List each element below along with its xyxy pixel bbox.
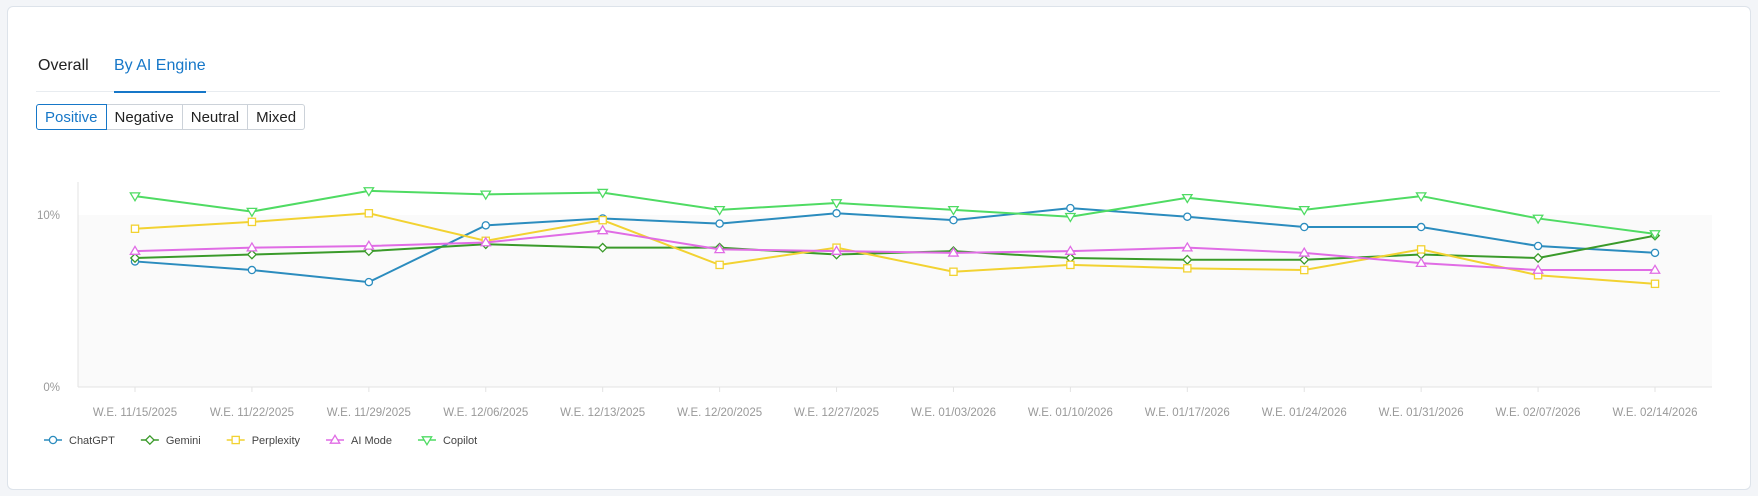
x-tick-label: W.E. 11/15/2025 xyxy=(93,407,177,419)
data-point-chatgpt xyxy=(481,221,491,230)
x-tick-label: W.E. 12/27/2025 xyxy=(794,407,879,419)
x-tick-label: W.E. 01/17/2026 xyxy=(1145,407,1230,419)
data-point-gemini xyxy=(1532,252,1544,264)
x-tick-label: W.E. 02/14/2026 xyxy=(1612,407,1697,419)
data-point-ai-mode xyxy=(713,243,726,254)
legend-marker-gemini xyxy=(144,434,155,446)
data-point-perplexity xyxy=(949,267,958,277)
x-tick-label: W.E. 01/24/2026 xyxy=(1262,407,1347,419)
data-point-copilot xyxy=(246,207,258,218)
x-tick-label: W.E. 12/06/2025 xyxy=(443,407,528,419)
view-tabs: Overall By AI Engine xyxy=(36,43,1720,93)
data-point-ai-mode xyxy=(129,245,141,255)
x-tick-label: W.E. 11/22/2025 xyxy=(210,407,294,419)
legend-marker-copilot xyxy=(421,436,433,446)
data-point-ai-mode xyxy=(479,236,492,247)
data-point-copilot xyxy=(1181,193,1194,204)
legend-marker-chatgpt xyxy=(48,435,58,445)
series-line-ai-mode xyxy=(134,229,1655,272)
legend-label-perplexity: Perplexity xyxy=(252,435,301,447)
data-point-gemini xyxy=(597,242,608,253)
tab-overall[interactable]: Overall xyxy=(38,57,89,74)
data-point-ai-mode xyxy=(596,224,609,235)
data-point-ai-mode xyxy=(1064,245,1077,255)
data-point-perplexity xyxy=(1066,260,1075,270)
data-point-copilot xyxy=(1415,192,1427,203)
sentiment-toggle: Positive Negative Neutral Mixed xyxy=(36,104,306,130)
data-point-gemini xyxy=(246,249,258,260)
data-point-copilot xyxy=(1064,212,1077,223)
data-point-copilot xyxy=(1298,205,1311,216)
series-line-perplexity xyxy=(134,212,1656,285)
neutral-button[interactable]: Neutral xyxy=(181,104,249,130)
legend-label-gemini: Gemini xyxy=(166,435,201,447)
x-tick-label: W.E. 01/31/2026 xyxy=(1379,407,1464,419)
data-point-chatgpt xyxy=(1183,212,1192,221)
plot-band xyxy=(78,215,1712,387)
series-line-copilot xyxy=(134,189,1656,235)
data-point-chatgpt xyxy=(1416,222,1426,232)
data-point-perplexity xyxy=(364,209,374,218)
x-tick-label: W.E. 11/29/2025 xyxy=(327,407,411,419)
data-point-perplexity xyxy=(130,224,140,234)
legend-label-ai-mode: AI Mode xyxy=(351,435,392,447)
data-point-perplexity xyxy=(1183,264,1192,273)
data-point-ai-mode xyxy=(246,241,258,252)
data-point-ai-mode xyxy=(1415,257,1427,268)
data-point-chatgpt xyxy=(1066,203,1075,213)
data-point-chatgpt xyxy=(715,219,724,228)
data-point-ai-mode xyxy=(1181,241,1194,252)
legend-marker-perplexity xyxy=(231,435,240,445)
y-tick-label: 0% xyxy=(43,382,60,394)
data-point-perplexity xyxy=(715,260,724,270)
data-point-ai-mode xyxy=(1298,246,1311,257)
series-line-chatgpt xyxy=(134,207,1656,284)
legend-label-chatgpt: ChatGPT xyxy=(69,435,115,447)
data-point-ai-mode xyxy=(1532,264,1544,274)
data-point-ai-mode xyxy=(1649,264,1661,274)
data-point-ai-mode xyxy=(947,246,960,257)
data-point-copilot xyxy=(830,199,843,209)
data-point-chatgpt xyxy=(247,265,257,275)
data-point-chatgpt xyxy=(1299,222,1309,232)
y-tick-label: 10% xyxy=(37,210,60,222)
x-tick-label: W.E. 12/13/2025 xyxy=(560,407,645,419)
x-tick-label: W.E. 01/03/2026 xyxy=(911,407,996,419)
data-point-copilot xyxy=(947,205,960,216)
negative-button[interactable]: Negative xyxy=(105,104,183,130)
data-point-copilot xyxy=(129,192,141,203)
legend-label-copilot: Copilot xyxy=(443,435,477,447)
data-point-perplexity xyxy=(598,215,607,225)
data-point-chatgpt xyxy=(832,209,841,218)
data-point-copilot xyxy=(596,188,609,199)
data-point-gemini xyxy=(1299,254,1310,265)
tab-by-ai-engine[interactable]: By AI Engine xyxy=(114,57,206,93)
data-point-gemini xyxy=(129,252,141,264)
data-point-copilot xyxy=(713,205,726,216)
data-point-copilot xyxy=(1649,230,1661,240)
data-point-ai-mode xyxy=(363,239,375,250)
data-point-chatgpt xyxy=(1650,248,1660,258)
data-point-perplexity xyxy=(1650,279,1660,289)
positive-button[interactable]: Positive xyxy=(36,104,107,130)
data-point-gemini xyxy=(1182,254,1193,265)
x-tick-label: W.E. 02/07/2026 xyxy=(1496,407,1581,419)
data-point-chatgpt xyxy=(1533,241,1543,251)
x-tick-label: W.E. 12/20/2025 xyxy=(677,407,762,419)
data-point-copilot xyxy=(363,187,375,197)
x-tick-label: W.E. 01/10/2026 xyxy=(1028,407,1113,419)
data-point-copilot xyxy=(1532,214,1544,225)
data-point-chatgpt xyxy=(364,277,374,287)
data-point-perplexity xyxy=(1416,245,1426,254)
data-point-ai-mode xyxy=(830,245,843,255)
data-point-copilot xyxy=(479,190,492,201)
data-point-perplexity xyxy=(1299,265,1309,275)
data-point-chatgpt xyxy=(949,215,958,225)
data-point-perplexity xyxy=(247,217,257,227)
mixed-button[interactable]: Mixed xyxy=(247,104,306,130)
legend-marker-ai-mode xyxy=(329,434,341,444)
